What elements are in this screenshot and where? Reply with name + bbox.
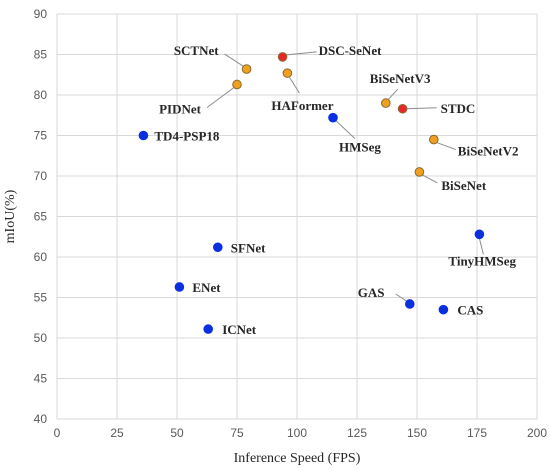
point-label-sctnet: SCTNet	[174, 43, 219, 58]
leader-line-sctnet	[224, 53, 245, 68]
point-label-bisenet: BiSeNet	[441, 178, 486, 193]
leader-line-tinyhmseg	[478, 238, 484, 255]
y-tick-label: 50	[34, 331, 48, 345]
data-point-td4-psp18	[138, 130, 149, 141]
data-point-dsc-senet	[277, 52, 288, 62]
x-tick-label: 125	[347, 426, 367, 440]
data-point-enet	[174, 282, 185, 292]
y-tick-label: 90	[34, 7, 48, 21]
point-label-tinyhmseg: TinyHMSeg	[448, 253, 516, 268]
point-labels: SCTNet DSC-SeNet HAFormer PIDNet BiSeNetV3 ST…	[154, 43, 518, 337]
y-tick-label: 60	[34, 250, 48, 264]
data-point-stdc	[397, 103, 408, 114]
y-tick-label: 70	[34, 169, 48, 183]
point-label-hmseg: HMSeg	[339, 140, 381, 155]
leader-line-dsc-senet	[286, 51, 317, 56]
x-tick-label: 0	[54, 426, 61, 440]
point-label-icnet: ICNet	[222, 322, 257, 337]
y-tick-label: 80	[34, 88, 48, 102]
leader-line-pidnet	[206, 87, 235, 108]
data-point-bisenetv2	[429, 134, 439, 145]
data-point-tinyhmseg	[474, 229, 485, 240]
x-tick-label: 50	[170, 426, 184, 440]
point-label-bisenetv3: BiSeNetV3	[370, 71, 431, 86]
leader-line-bisenet	[422, 174, 438, 184]
data-point-haformer	[282, 68, 293, 78]
x-tick-label: 175	[467, 426, 487, 440]
data-point-hmseg	[328, 112, 338, 123]
data-point-bisenetv3	[381, 98, 391, 108]
leader-line-haformer	[288, 76, 300, 94]
point-label-sfnet: SFNet	[231, 240, 266, 255]
data-points	[138, 52, 485, 334]
leader-lines	[206, 51, 484, 303]
tick-labels: 0 25 50 75 100 125 150 175 200 40 45 50 55 60 65 70 75 80…	[34, 7, 548, 440]
point-label-dsc-senet: DSC-SeNet	[319, 43, 382, 58]
y-axis-title: mIoU(%)	[3, 189, 18, 243]
point-label-gas: GAS	[358, 285, 385, 300]
leader-line-bisenetv3	[387, 88, 399, 101]
y-tick-label: 65	[34, 210, 48, 224]
grid-lines	[56, 13, 538, 420]
data-point-icnet	[203, 324, 213, 334]
point-label-cas: CAS	[457, 303, 483, 318]
data-point-pidnet	[232, 79, 242, 90]
leader-line-hmseg	[335, 120, 356, 140]
point-label-enet: ENet	[192, 280, 221, 295]
x-tick-label: 25	[110, 426, 124, 440]
leader-line-bisenetv2	[436, 142, 456, 151]
x-tick-label: 75	[230, 426, 244, 440]
x-tick-label: 200	[527, 426, 547, 440]
data-point-gas	[405, 299, 415, 309]
point-label-pidnet: PIDNet	[159, 101, 202, 116]
y-tick-label: 75	[34, 129, 48, 143]
leader-line-stdc	[406, 107, 437, 110]
y-tick-label: 85	[34, 48, 48, 62]
point-label-stdc: STDC	[441, 101, 476, 116]
x-tick-label: 150	[407, 426, 427, 440]
data-point-sctnet	[241, 64, 252, 74]
data-point-sfnet	[213, 242, 223, 253]
x-tick-label: 100	[287, 426, 307, 440]
leader-line-gas	[395, 293, 409, 303]
point-label-td4-psp18: TD4-PSP18	[154, 129, 220, 144]
point-label-haformer: HAFormer	[271, 98, 333, 113]
y-tick-label: 40	[34, 412, 48, 426]
x-axis-title: Inference Speed (FPS)	[234, 451, 361, 466]
point-label-bisenetv2: BiSeNetV2	[458, 144, 519, 159]
data-point-cas	[438, 304, 449, 315]
y-tick-label: 55	[34, 291, 48, 305]
y-tick-label: 45	[34, 372, 48, 386]
data-point-bisenet	[414, 167, 425, 177]
